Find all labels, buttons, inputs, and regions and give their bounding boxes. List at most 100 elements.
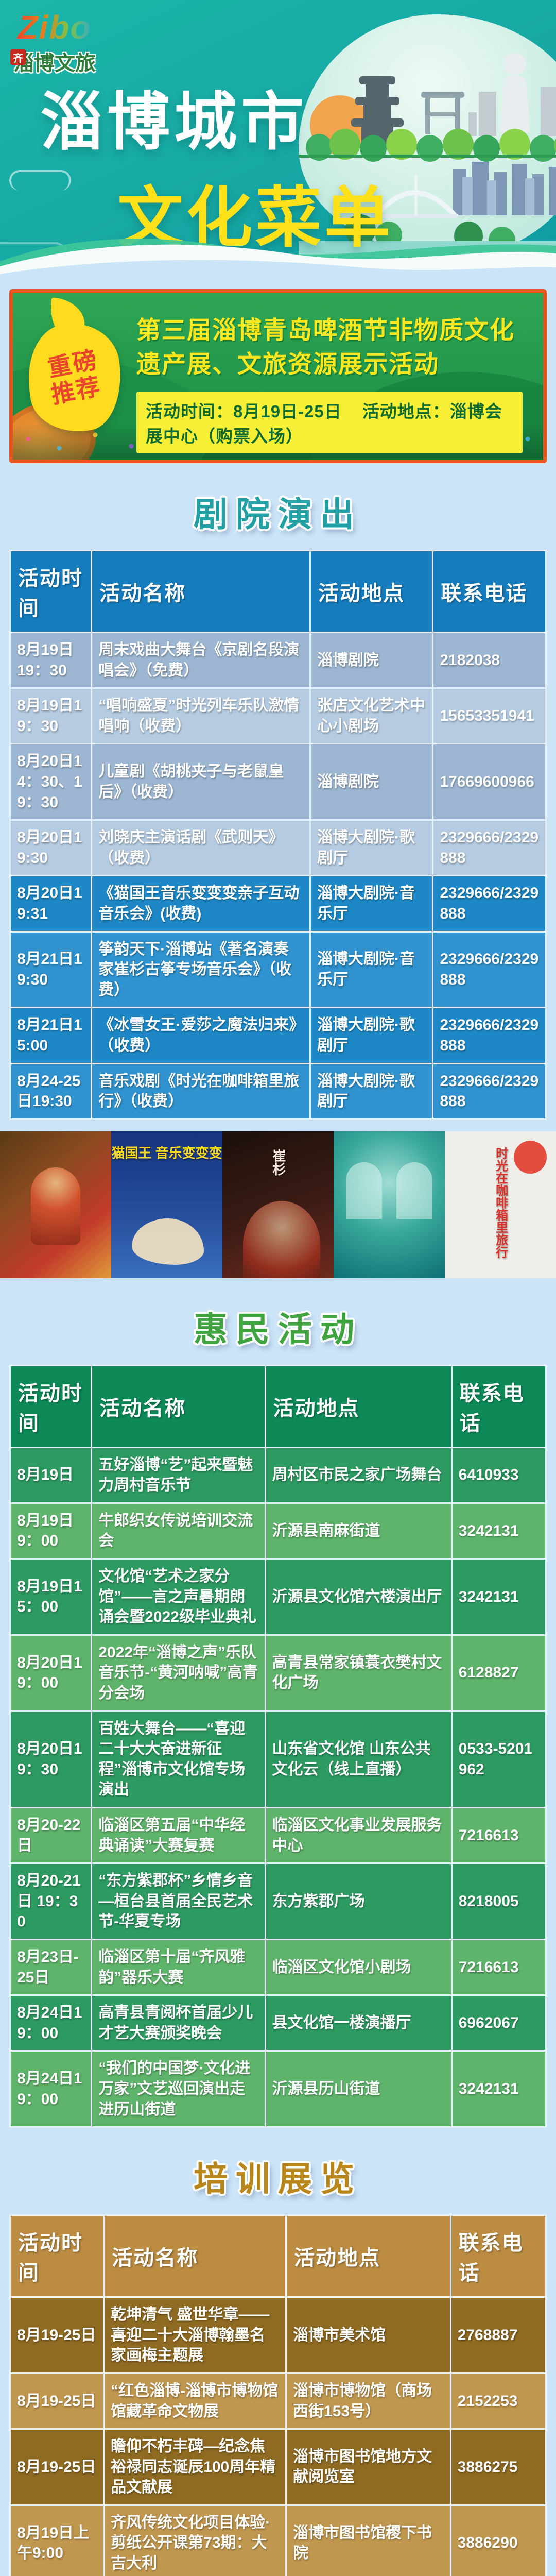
cell-phone: 2329666/2329888 xyxy=(432,930,547,1009)
table-row: 8月24日19：00 “我们的中国梦·文化进万家”文艺巡回演出走进历山街道 沂源县历… xyxy=(9,2050,547,2128)
column-header: 联系电话 xyxy=(450,1364,547,1448)
cell-name: 文化馆“艺术之家分馆”——言之声暑期朗诵会暨2022级毕业典礼 xyxy=(91,1558,266,1636)
cell-name: 筝韵天下·淄博站《著名演奏家崔杉古筝专场音乐会》（收费） xyxy=(91,930,311,1009)
column-header: 联系电话 xyxy=(432,550,547,633)
column-header: 活动地点 xyxy=(264,1364,453,1448)
cell-time: 8月20-22日 xyxy=(9,1806,93,1865)
cell-time: 8月24日19：00 xyxy=(9,2050,93,2128)
cell-phone: 0533-5201962 xyxy=(450,1710,547,1809)
table-row: 8月19-25日 瞻仰不朽丰碑—纪念焦裕禄同志诞辰100周年精品文献展 淄博市图书馆… xyxy=(9,2428,547,2506)
cell-phone: 3242131 xyxy=(450,1502,547,1560)
cell-venue: 淄博剧院 xyxy=(309,743,434,821)
cell-phone: 7216613 xyxy=(450,1806,547,1865)
section-title-theater: 剧院演出 xyxy=(194,495,362,533)
cell-phone: 2329666/2329888 xyxy=(432,819,547,877)
table-row: 8月21日19:30 筝韵天下·淄博站《著名演奏家崔杉古筝专场音乐会》（收费） 淄博… xyxy=(9,930,547,1009)
cell-phone: 2768887 xyxy=(449,2296,547,2374)
column-header: 活动时间 xyxy=(9,550,93,633)
schedule-value: 8月19日-25日 xyxy=(233,401,342,421)
cell-name: 临淄区第十届“齐风雅韵”器乐大赛 xyxy=(91,1938,266,1996)
cell-time: 8月20日19：30 xyxy=(9,1710,93,1809)
cell-name: “红色淄博-淄博市博物馆馆藏革命文物展 xyxy=(103,2372,287,2430)
cell-name: 百姓大舞台——“喜迎二十大大奋进新征程”淄博市文化馆专场演出 xyxy=(91,1710,266,1809)
skyline-illustration-graphic xyxy=(299,53,556,257)
table-row: 8月19日上午9:00 齐风传统文化项目体验·剪纸公开课第73期：大吉大利 淄博市图… xyxy=(9,2504,547,2576)
photo-coffee-box-musical-poster: 时光在咖啡箱里旅行 xyxy=(445,1131,556,1278)
training-events-table: 活动时间 活动名称 活动地点 联系电话 8月19-25日 乾坤清气 盛世华章——喜迎二十大… xyxy=(9,2214,547,2576)
cell-venue: 临淄区文化馆小剧场 xyxy=(264,1938,453,1996)
table-row: 8月19-25日 乾坤清气 盛世华章——喜迎二十大淄博翰墨名家画梅主题展 淄博市美术… xyxy=(9,2296,547,2374)
table-row: 8月19-25日 “红色淄博-淄博市博物馆馆藏革命文物展 淄博市博物馆（商场西街15… xyxy=(9,2372,547,2430)
theater-events-table: 活动时间 活动名称 活动地点 联系电话 8月19日 19：30 周末戏曲大舞台《京剧名段演… xyxy=(9,550,547,1120)
cell-venue: 淄博大剧院·音乐厅 xyxy=(309,875,434,933)
table-row: 8月24-25日19:30 音乐戏剧《时光在咖啡箱里旅行》（收费） 淄博大剧院·歌剧… xyxy=(9,1062,547,1120)
cell-time: 8月19日上午9:00 xyxy=(9,2504,105,2576)
wave-decoration xyxy=(0,239,556,281)
table-row: 8月23日-25日 临淄区第十届“齐风雅韵”器乐大赛 临淄区文化馆小剧场 721661… xyxy=(9,1938,547,1996)
photo-label: 猫国王 音乐变变变 xyxy=(111,1145,222,1161)
cell-name: 乾坤清气 盛世华章——喜迎二十大淄博翰墨名家画梅主题展 xyxy=(103,2296,287,2374)
cell-venue: 张店文化艺术中心小剧场 xyxy=(309,687,434,745)
cell-time: 8月23日-25日 xyxy=(9,1938,93,1996)
cell-venue: 周村区市民之家广场舞台 xyxy=(264,1446,453,1504)
cell-venue: 沂源县历山街道 xyxy=(264,2050,453,2128)
cell-time: 8月19-25日 xyxy=(9,2428,105,2506)
table-row: 8月20日14：30、19：30 儿童剧《胡桃夹子与老鼠皇后》（收费） 淄博剧院 17… xyxy=(9,743,547,821)
cell-phone: 2329666/2329888 xyxy=(432,875,547,933)
cell-name: 高青县青阅杯首届少儿才艺大赛颁奖晚会 xyxy=(91,1994,266,2052)
table-row: 8月20-22日 临淄区第五届“中华经典诵读”大赛复赛 临淄区文化事业发展服务中心 7… xyxy=(9,1806,547,1865)
cell-venue: 东方紫郡广场 xyxy=(264,1862,453,1940)
photo-guzheng-poster: 崔杉 xyxy=(222,1131,334,1278)
header-row: 活动时间 活动名称 活动地点 联系电话 xyxy=(9,1364,547,1448)
cell-time: 8月19-25日 xyxy=(9,2372,105,2430)
header-row: 活动时间 活动名称 活动地点 联系电话 xyxy=(9,2214,547,2298)
cell-phone: 6410933 xyxy=(450,1446,547,1504)
cell-phone: 15653351941 xyxy=(432,687,547,745)
photo-opera-performance xyxy=(0,1131,111,1278)
table-row: 8月20-21日 19：30 “东方紫郡杯”乡情乡音—桓台县首届全民艺术节-华夏专… xyxy=(9,1862,547,1940)
table-row: 8月19日 19：30 周末戏曲大舞台《京剧名段演唱会》（免费） 淄博剧院 21820… xyxy=(9,631,547,689)
table-row: 8月20日19：30 百姓大舞台——“喜迎二十大大奋进新征程”淄博市文化馆专场演出… xyxy=(9,1710,547,1809)
photo-label: 崔杉 xyxy=(270,1148,286,1176)
cell-time: 8月20-21日 19：30 xyxy=(9,1862,93,1940)
cell-name: 周末戏曲大舞台《京剧名段演唱会》（免费） xyxy=(91,631,311,689)
cell-venue: 沂源县南麻街道 xyxy=(264,1502,453,1560)
table-row: 8月19日9：00 牛郎织女传说培训交流会 沂源县南麻街道 3242131 xyxy=(9,1502,547,1560)
cell-phone: 8218005 xyxy=(450,1862,547,1940)
cell-name: 牛郎织女传说培训交流会 xyxy=(91,1502,266,1560)
table-row: 8月19日 五好淄博“艺”起来暨魅力周村音乐节 周村区市民之家广场舞台 6410933 xyxy=(9,1446,547,1504)
cell-venue: 沂源县文化馆六楼演出厅 xyxy=(264,1558,453,1636)
schedule-label: 活动时间： xyxy=(146,401,233,421)
cell-time: 8月20日19：00 xyxy=(9,1634,93,1712)
brand-logo: Zibo 淄博文旅 xyxy=(13,8,96,76)
column-header: 活动时间 xyxy=(9,1364,93,1448)
cell-name: 齐风传统文化项目体验·剪纸公开课第73期：大吉大利 xyxy=(103,2504,287,2576)
cell-venue: 淄博大剧院·歌剧厅 xyxy=(309,819,434,877)
venue-value: 淄博会展中心（购票入场） xyxy=(146,401,502,446)
cell-venue: 临淄区文化事业发展服务中心 xyxy=(264,1806,453,1865)
column-header: 活动地点 xyxy=(309,550,434,633)
logo-seal: 齐 xyxy=(10,49,26,65)
cell-venue: 县文化馆一楼演播厅 xyxy=(264,1994,453,2052)
cell-phone: 7216613 xyxy=(450,1938,547,1996)
cell-venue: 淄博市博物馆（商场西街153号） xyxy=(285,2372,451,2430)
cell-name: 《猫国王音乐变变变亲子互动音乐会》(收费) xyxy=(91,875,311,933)
featured-event-title: 第三届淄博青岛啤酒节非物质文化遗产展、文旅资源展示活动 xyxy=(136,316,515,378)
cell-name: 刘晓庆主演话剧《武则天》（收费） xyxy=(91,819,311,877)
cell-name: 儿童剧《胡桃夹子与老鼠皇后》（收费） xyxy=(91,743,311,821)
cell-time: 8月19日19：30 xyxy=(9,687,93,745)
poster-title-line1: 淄博城市 xyxy=(40,87,308,157)
photo-cat-king-concert-poster: 猫国王 音乐变变变 xyxy=(111,1131,222,1278)
cell-phone: 3886275 xyxy=(449,2428,547,2506)
cell-phone: 3242131 xyxy=(450,2050,547,2128)
cell-venue: 高青县常家镇蓑衣樊村文化广场 xyxy=(264,1634,453,1712)
cell-venue: 淄博大剧院·歌剧厅 xyxy=(309,1007,434,1064)
cell-time: 8月20日19:31 xyxy=(9,875,93,933)
logo-script: Zibo xyxy=(13,8,96,46)
photo-snow-queen-stage xyxy=(334,1131,445,1278)
cell-time: 8月19日 19：30 xyxy=(9,631,93,689)
cell-name: “我们的中国梦·文化进万家”文艺巡回演出走进历山街道 xyxy=(91,2050,266,2128)
cell-phone: 6128827 xyxy=(450,1634,547,1712)
cell-name: 五好淄博“艺”起来暨魅力周村音乐节 xyxy=(91,1446,266,1504)
cell-time: 8月24日19：00 xyxy=(9,1994,93,2052)
